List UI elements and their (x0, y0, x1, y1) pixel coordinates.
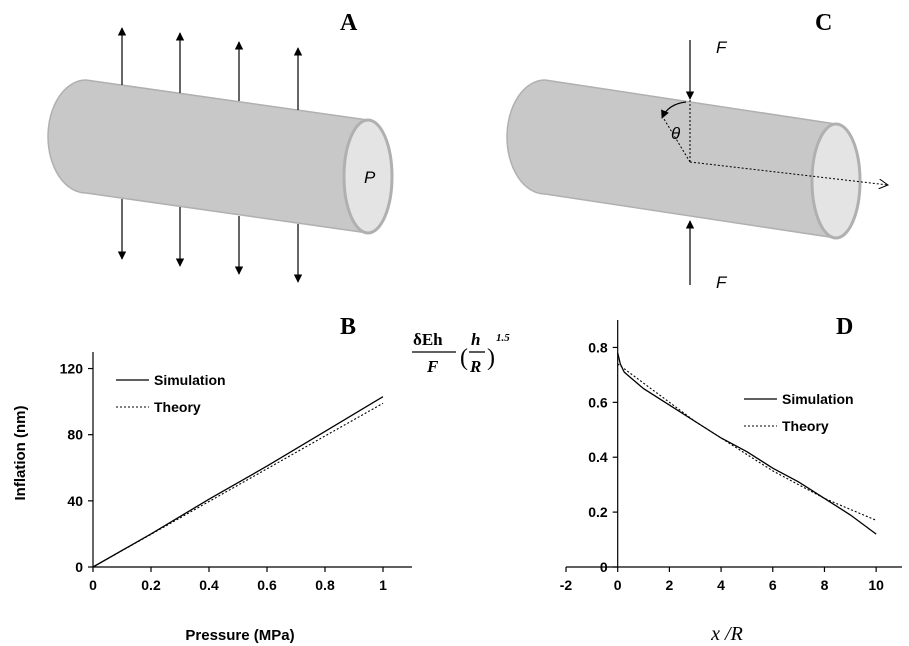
series-line-d-theory (617, 363, 877, 521)
x-tick-label-b: 0.2 (141, 577, 161, 593)
y-tick-label-d: 0.8 (588, 339, 608, 355)
cylinder-c-end (810, 122, 862, 240)
y-axis-label-d: δEh F ( h R ) 1.5 (412, 330, 510, 376)
cylinder-a-body (47, 79, 369, 234)
chart-normalized-deflection: D x /R δEh F ( h R ) 1.5 -2 0 2 4 6 8 10 0 0.2 0.… (412, 314, 902, 645)
axis-guide-line (689, 161, 888, 185)
x-axis-label-d: x /R (710, 623, 743, 645)
panel-label-b: B (340, 314, 356, 340)
y-label-denominator: F (426, 357, 439, 376)
chart-inflation-vs-pressure: B Inflation (nm) Pressure (MPa) 0 0.2 0.4 0… (12, 314, 412, 644)
x-tick-label-d: -2 (560, 577, 573, 593)
y-label-exponent: 1.5 (496, 332, 510, 344)
y-label-r: R (469, 357, 481, 376)
y-tick-label-d: 0 (600, 559, 608, 575)
panel-label-c: C (815, 10, 832, 36)
legend-label-d-theory: Theory (782, 418, 829, 434)
force-symbol-bottom: F (716, 273, 728, 292)
angle-symbol: θ (671, 124, 681, 143)
legend-label-b-theory: Theory (154, 399, 201, 415)
angle-arc (661, 101, 687, 119)
panel-label-d: D (836, 314, 853, 340)
x-tick-label-d: 8 (821, 577, 829, 593)
series-line-d-simulation (617, 352, 877, 535)
pressure-symbol: P (364, 168, 376, 187)
x-tick-label-b: 0.4 (199, 577, 219, 593)
x-tick-label-d: 4 (717, 577, 725, 593)
cylinder-a-end (342, 118, 394, 235)
y-tick-label-b: 0 (75, 559, 83, 575)
y-tick-label-d: 0.6 (588, 394, 608, 410)
x-tick-label-b: 0.6 (257, 577, 277, 593)
y-tick-label-d: 0.4 (588, 449, 608, 465)
legend-label-d-simulation: Simulation (782, 391, 854, 407)
x-tick-label-b: 0.8 (315, 577, 335, 593)
y-label-h: h (471, 330, 480, 349)
x-tick-label-d: 0 (614, 577, 622, 593)
y-tick-label-b: 40 (67, 493, 83, 509)
x-axis-label-b: Pressure (MPa) (185, 627, 294, 644)
panel-label-a: A (340, 10, 358, 36)
force-symbol-top: F (716, 38, 728, 57)
panel-a-diagram: P A (47, 10, 394, 283)
angle-guide-line (663, 118, 691, 163)
y-tick-label-b: 120 (60, 361, 84, 377)
x-tick-label-d: 6 (769, 577, 777, 593)
y-tick-label-b: 80 (67, 427, 83, 443)
x-tick-label-b: 1 (379, 577, 387, 593)
series-line-b-theory (92, 402, 384, 568)
y-tick-label-d: 0.2 (588, 504, 608, 520)
legend-label-b-simulation: Simulation (154, 372, 226, 388)
series-line-b-simulation (92, 396, 384, 568)
x-tick-label-d: 2 (665, 577, 673, 593)
y-label-open-paren: ( (460, 345, 468, 371)
panel-c-diagram: F F θ C (506, 10, 888, 292)
y-axis-label-b: Inflation (nm) (12, 406, 29, 501)
cylinder-c-body (506, 79, 837, 239)
x-tick-label-b: 0 (89, 577, 97, 593)
y-label-numerator: δEh (413, 330, 443, 349)
y-label-close-paren: ) (487, 345, 495, 371)
x-tick-label-d: 10 (868, 577, 884, 593)
